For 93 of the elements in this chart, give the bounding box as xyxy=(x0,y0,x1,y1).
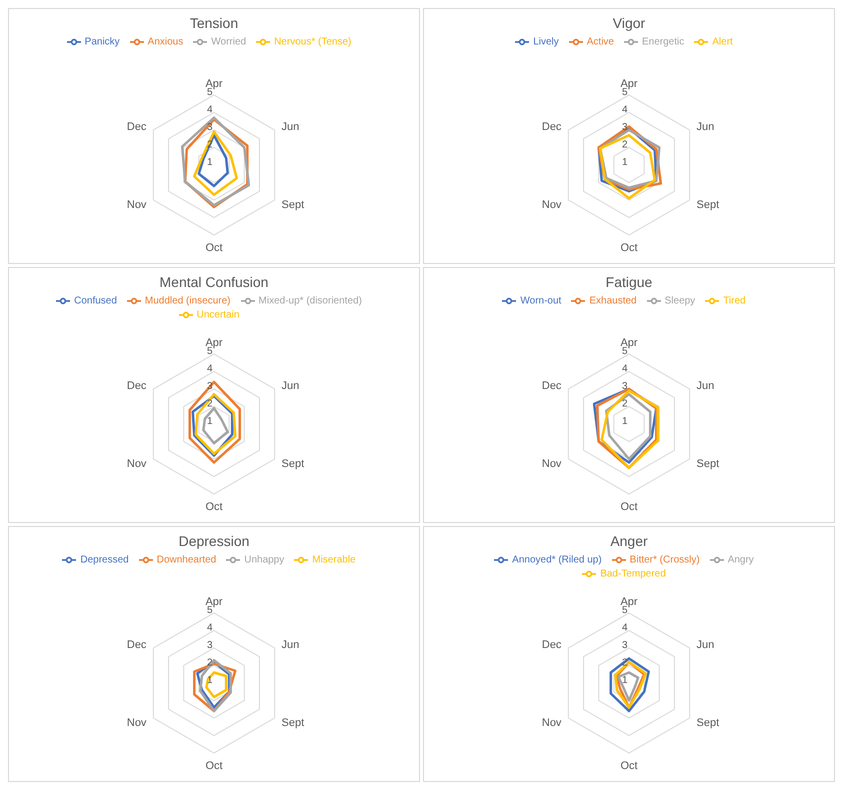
spoke-label: Sept xyxy=(282,198,304,211)
chart-title: Anger xyxy=(609,532,649,551)
chart-title: Mental Confusion xyxy=(158,273,270,292)
spoke-label: Dec xyxy=(126,638,147,651)
spoke-label: Oct xyxy=(620,242,638,254)
spoke-label: Oct xyxy=(205,500,223,513)
legend-label: Worn-out xyxy=(520,296,562,307)
legend-label: Nervous* (Tense) xyxy=(274,36,352,48)
chart-title: Fatigue xyxy=(604,273,654,292)
spoke-label: Sept xyxy=(696,716,720,729)
legend-label: Energetic xyxy=(642,36,684,48)
y-tick-label: 1 xyxy=(622,157,628,168)
spoke-label: Nov xyxy=(126,716,147,729)
spoke-label: Apr xyxy=(620,78,638,90)
legend-label: Active xyxy=(586,36,614,48)
chart-title: Depression xyxy=(178,532,250,551)
y-tick-label: 2 xyxy=(622,658,628,668)
spoke-label: Nov xyxy=(542,198,562,211)
y-tick-label: 1 xyxy=(207,416,213,427)
y-tick-label: 2 xyxy=(207,398,213,410)
legend-label: Uncertain xyxy=(196,310,240,321)
spoke-label: Apr xyxy=(205,78,223,90)
spoke-label: Dec xyxy=(126,380,147,392)
y-tick-label: 4 xyxy=(207,364,213,374)
legend-label: Miserable xyxy=(312,554,356,566)
y-tick-label: 1 xyxy=(207,157,213,168)
spoke-label: Jun xyxy=(282,638,300,651)
spoke-label: Sept xyxy=(696,458,720,470)
spoke-label: Jun xyxy=(282,120,300,133)
spoke-label: Sept xyxy=(696,198,720,211)
legend-label: Angry xyxy=(728,554,754,566)
spoke-label: Dec xyxy=(542,380,562,392)
spoke-label: Nov xyxy=(126,198,147,211)
legend-label: Confused xyxy=(74,296,117,307)
spoke-label: Dec xyxy=(542,638,562,651)
y-tick-label: 4 xyxy=(622,622,628,634)
legend-label: Muddled (insecure) xyxy=(144,296,231,307)
y-tick-label: 1 xyxy=(622,416,628,427)
spoke-label: Nov xyxy=(542,458,562,470)
legend-label: Mixed-up* (disoriented) xyxy=(258,296,362,307)
spoke-label: Jun xyxy=(696,380,714,392)
legend-label: Exhausted xyxy=(589,296,637,307)
y-tick-label: 4 xyxy=(622,104,628,116)
chart-title: Tension xyxy=(188,14,240,33)
y-tick-label: 4 xyxy=(207,622,213,634)
spoke-label: Apr xyxy=(620,337,638,349)
y-tick-label: 5 xyxy=(207,346,213,357)
y-tick-label: 5 xyxy=(622,605,628,616)
legend-label: Alert xyxy=(712,36,733,48)
legend-label: Tired xyxy=(723,296,746,307)
y-tick-label: 5 xyxy=(207,87,213,98)
y-tick-label: 3 xyxy=(622,381,628,392)
y-tick-label: 3 xyxy=(207,122,213,133)
spoke-label: Oct xyxy=(205,760,223,772)
y-tick-label: 3 xyxy=(622,640,628,651)
spoke-label: Nov xyxy=(542,716,562,729)
y-tick-label: 4 xyxy=(207,104,213,116)
spoke-label: Sept xyxy=(282,716,304,729)
legend-label: Downhearted xyxy=(156,554,216,566)
legend-label: Sleepy xyxy=(664,296,696,307)
legend-label: Depressed xyxy=(80,554,129,566)
spoke-label: Jun xyxy=(696,120,714,133)
legend-label: Unhappy xyxy=(244,554,284,566)
y-tick-label: 2 xyxy=(622,140,628,150)
y-tick-label: 1 xyxy=(622,675,628,686)
legend-label: Panicky xyxy=(84,36,120,48)
spoke-label: Nov xyxy=(126,458,147,470)
y-tick-label: 3 xyxy=(207,640,213,651)
spoke-label: Dec xyxy=(542,120,562,133)
spoke-label: Oct xyxy=(620,760,638,772)
y-tick-label: 2 xyxy=(207,140,213,150)
spoke-label: Oct xyxy=(205,242,223,254)
spoke-label: Apr xyxy=(205,337,223,349)
spoke-label: Sept xyxy=(282,458,304,470)
spoke-label: Apr xyxy=(620,596,638,608)
legend-label: Annoyed* (Riled up) xyxy=(512,554,602,566)
y-tick-label: 3 xyxy=(622,122,628,133)
y-tick-label: 2 xyxy=(622,398,628,410)
legend-label: Worried xyxy=(211,36,246,48)
legend-label: Bad-Tempered xyxy=(600,568,666,580)
y-tick-label: 5 xyxy=(622,87,628,98)
legend-label: Bitter* (Crossly) xyxy=(630,554,700,566)
y-tick-label: 5 xyxy=(622,346,628,357)
spoke-label: Oct xyxy=(620,500,638,513)
legend-label: Lively xyxy=(533,36,559,48)
legend-label: Anxious xyxy=(148,36,184,48)
chart-title: Vigor xyxy=(612,14,646,33)
spoke-label: Jun xyxy=(282,380,300,392)
spoke-label: Apr xyxy=(205,596,223,608)
spoke-label: Dec xyxy=(126,120,147,133)
y-tick-label: 4 xyxy=(622,364,628,374)
spoke-label: Jun xyxy=(696,638,714,651)
y-tick-label: 5 xyxy=(207,605,213,616)
